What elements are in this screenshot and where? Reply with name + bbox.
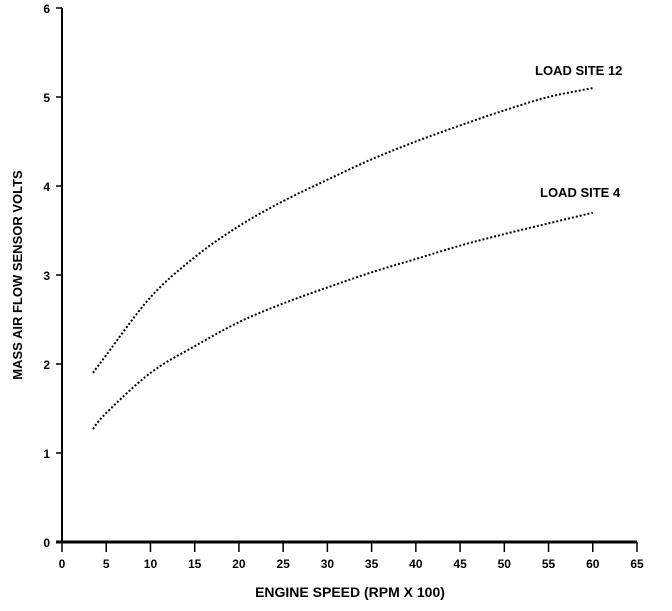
y-tick-label: 6: [43, 2, 50, 16]
x-tick-label: 55: [542, 557, 556, 571]
y-tick-label: 1: [43, 447, 50, 461]
x-ticks: 0 5 10 15 20 25 30 35 40 45 50 55 60 65: [59, 542, 644, 571]
x-tick-label: 25: [276, 557, 290, 571]
x-tick-label: 20: [232, 557, 246, 571]
x-tick-label: 15: [188, 557, 202, 571]
series-label-load-site-12: LOAD SITE 12: [535, 63, 622, 78]
x-tick-label: 40: [409, 557, 423, 571]
x-tick-label: 10: [144, 557, 158, 571]
series-lines: [93, 88, 593, 429]
y-tick-label: 2: [43, 358, 50, 372]
series-line-load-site-4: [93, 213, 593, 429]
x-tick-label: 30: [321, 557, 335, 571]
x-tick-label: 5: [103, 557, 110, 571]
x-tick-label: 65: [630, 557, 644, 571]
y-tick-label: 5: [43, 91, 50, 105]
series-label-load-site-4: LOAD SITE 4: [540, 185, 621, 200]
x-tick-label: 35: [365, 557, 379, 571]
x-tick-label: 0: [59, 557, 66, 571]
axes: [56, 8, 637, 542]
y-ticks: 0 1 2 3 4 5 6: [43, 2, 62, 550]
x-tick-label: 60: [586, 557, 600, 571]
y-tick-label: 3: [43, 269, 50, 283]
x-axis-label: ENGINE SPEED (RPM X 100): [255, 584, 445, 600]
y-tick-label: 0: [43, 536, 50, 550]
y-axis-label: MASS AIR FLOW SENSOR VOLTS: [10, 170, 25, 380]
x-tick-label: 45: [453, 557, 467, 571]
y-tick-label: 4: [43, 180, 50, 194]
x-tick-label: 50: [498, 557, 512, 571]
